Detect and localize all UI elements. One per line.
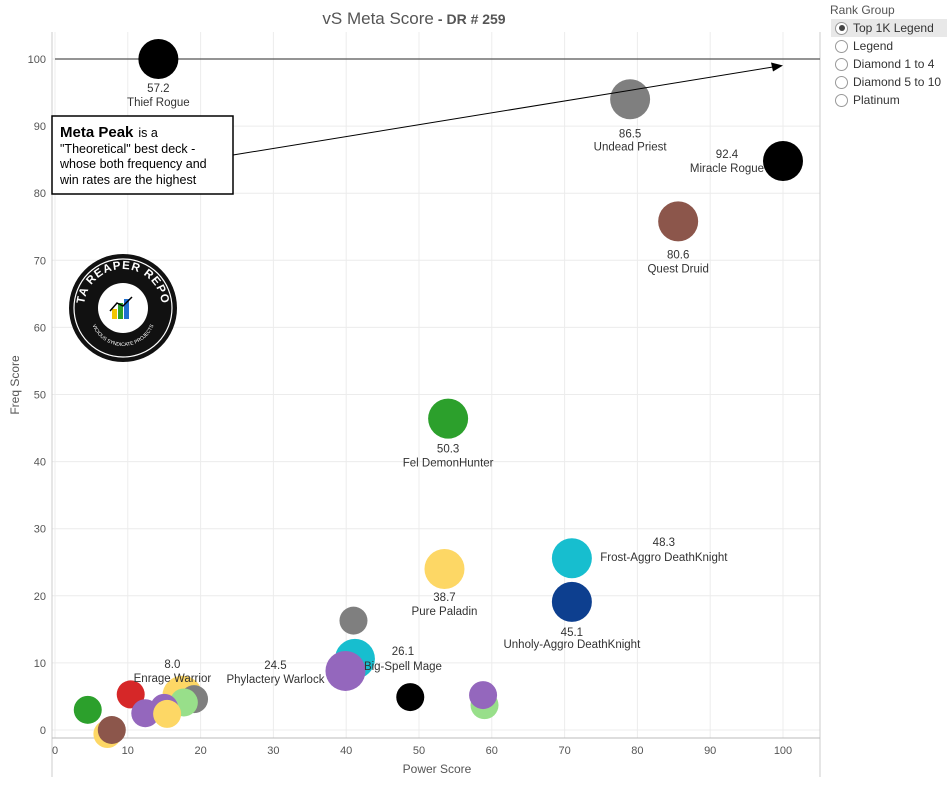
data-point[interactable] (97, 716, 126, 744)
data-point[interactable] (339, 606, 368, 635)
x-tick-label: 30 (267, 745, 279, 757)
x-tick-label: 100 (774, 745, 792, 757)
point-name-label: Enrage Warrior (134, 673, 212, 685)
point-score-label: 92.4 (716, 149, 739, 161)
point-score-label: 86.5 (619, 128, 641, 140)
data-point[interactable] (424, 548, 465, 589)
data-point[interactable] (469, 681, 498, 710)
point-name-label: Thief Rogue (127, 97, 190, 109)
point-score-label: 26.1 (392, 646, 414, 658)
arrowhead (771, 62, 783, 72)
data-point[interactable] (551, 538, 592, 579)
y-tick-label: 40 (34, 457, 46, 469)
data-point[interactable] (131, 699, 160, 728)
filter-option-top-1k-legend[interactable]: Top 1K Legend (831, 19, 947, 37)
y-axis-label: Freq Score (8, 355, 22, 415)
point-name-label: Frost-Aggro DeathKnight (600, 552, 728, 564)
x-tick-label: 50 (413, 745, 425, 757)
y-tick-label: 10 (34, 658, 46, 670)
y-tick-label: 80 (34, 188, 46, 200)
radio-icon (835, 57, 848, 71)
data-point[interactable] (551, 581, 592, 622)
x-tick-label: 10 (122, 745, 134, 757)
x-tick-label: 80 (631, 745, 643, 757)
x-tick-label: 0 (52, 745, 58, 757)
filter-option-legend[interactable]: Legend (831, 37, 947, 55)
radio-icon (835, 75, 848, 89)
y-tick-label: 20 (34, 591, 46, 603)
x-tick-label: 20 (194, 745, 206, 757)
annotation-arrow (232, 66, 774, 156)
point-score-label: 48.3 (653, 537, 675, 549)
point-score-label: 80.6 (667, 249, 689, 261)
annotation-line3: whose both frequency and (59, 157, 207, 171)
annotation-line1: is a (138, 126, 158, 140)
point-name-label: Phylactery Warlock (226, 674, 324, 686)
x-tick-label: 40 (340, 745, 352, 757)
data-point[interactable] (138, 39, 179, 79)
data-point[interactable] (763, 140, 803, 181)
filter-option-diamond-5-10[interactable]: Diamond 5 to 10 (831, 73, 947, 91)
data-reaper-logo: DATA REAPER REPORT VICIOUS SYNDICATE PRO… (68, 253, 177, 362)
point-score-label: 50.3 (437, 444, 459, 456)
x-tick-label: 90 (704, 745, 716, 757)
chart-title: vS Meta Score - DR # 259 (322, 9, 505, 28)
data-point[interactable] (396, 683, 425, 712)
data-point[interactable] (153, 699, 182, 728)
annotation-line4: win rates are the highest (59, 173, 197, 187)
y-tick-label: 0 (40, 725, 46, 737)
annotation-bold: Meta Peak (60, 124, 134, 141)
annotation-box: Meta Peak is a "Theoretical" best deck - … (51, 62, 783, 195)
y-tick-label: 60 (34, 322, 46, 334)
y-tick-label: 50 (34, 390, 46, 402)
radio-icon (835, 93, 848, 107)
y-tick-label: 70 (34, 255, 46, 267)
data-point[interactable] (116, 680, 145, 709)
y-tick-label: 90 (34, 121, 46, 133)
filter-option-platinum[interactable]: Platinum (831, 91, 947, 109)
y-tick-label: 30 (34, 524, 46, 536)
filter-option-diamond-1-4[interactable]: Diamond 1 to 4 (831, 55, 947, 73)
point-name-label: Fel DemonHunter (403, 458, 494, 470)
data-point[interactable] (428, 398, 469, 439)
point-name-label: Miracle Rogue (690, 163, 764, 175)
x-axis-label: Power Score (403, 762, 472, 776)
point-name-label: Undead Priest (594, 141, 668, 153)
x-tick-label: 70 (558, 745, 570, 757)
rank-group-filter: Rank Group Top 1K Legend Legend Diamond … (822, 0, 947, 786)
point-name-label: Unholy-Aggro DeathKnight (503, 639, 641, 651)
radio-icon (835, 39, 848, 53)
data-point[interactable] (610, 79, 651, 120)
annotation-line2: "Theoretical" best deck - (60, 142, 195, 156)
data-point[interactable] (73, 695, 102, 724)
y-tick-label: 100 (28, 54, 46, 66)
radio-icon (835, 21, 848, 35)
point-score-label: 8.0 (164, 659, 180, 671)
point-score-label: 24.5 (264, 660, 286, 672)
point-name-label: Big-Spell Mage (364, 661, 442, 673)
point-score-label: 38.7 (433, 592, 455, 604)
point-name-label: Quest Druid (647, 263, 708, 275)
point-score-label: 57.2 (147, 83, 169, 95)
data-point[interactable] (658, 201, 699, 242)
tick-labels: 0 10 20 30 40 50 60 70 80 90 100 0 10 20 30 40 50 60 70 80 9… (28, 54, 793, 757)
point-name-label: Pure Paladin (412, 606, 478, 618)
data-points (73, 39, 803, 749)
point-score-label: 45.1 (561, 627, 583, 639)
data-point[interactable] (325, 650, 366, 691)
x-tick-label: 60 (486, 745, 498, 757)
filter-title: Rank Group (830, 3, 895, 17)
